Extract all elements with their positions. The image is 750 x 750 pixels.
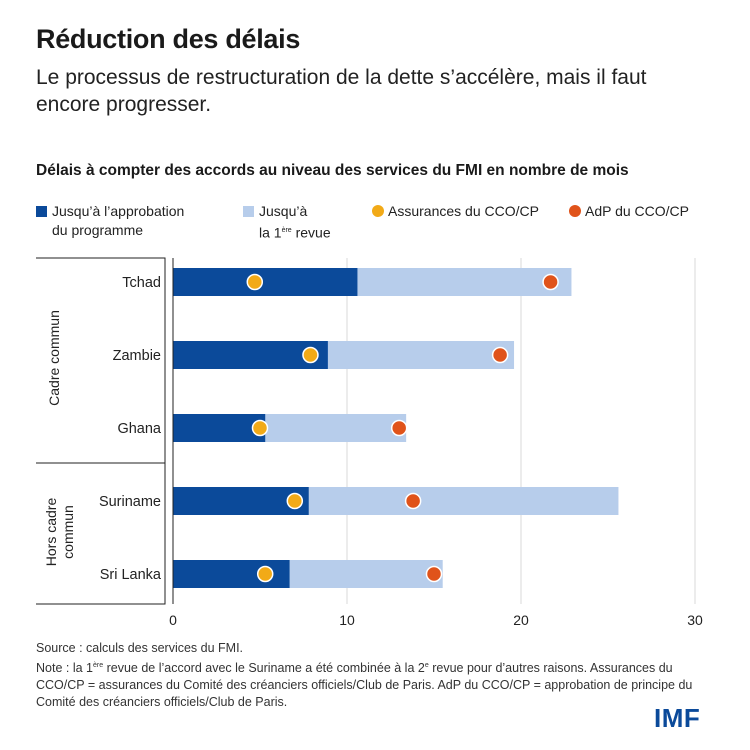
group-label-hors-cadre-2: commun xyxy=(60,505,76,559)
category-label-4: Sri Lanka xyxy=(100,567,162,583)
group-label-hors-cadre-1: Hors cadre xyxy=(43,498,59,567)
legend-swatch-approval xyxy=(36,206,47,217)
category-label-2: Ghana xyxy=(117,421,161,437)
legend-label-assurances: Assurances du CCO/CP xyxy=(388,203,539,219)
dot-assurances-4 xyxy=(256,565,274,583)
dot-assurances-3 xyxy=(286,492,304,510)
legend-swatch-first-review xyxy=(243,206,254,217)
dot-adp-3 xyxy=(404,492,422,510)
group-label-cadre-commun: Cadre commun xyxy=(46,310,62,406)
x-tick-label-0: 0 xyxy=(169,612,177,628)
dot-adp-4 xyxy=(425,565,443,583)
category-label-1: Zambie xyxy=(113,348,161,364)
x-tick-label-20: 20 xyxy=(513,612,529,628)
footer-notes: Source : calculs des services du FMI. No… xyxy=(36,640,716,711)
legend-label-first-review-1: Jusqu’à xyxy=(259,203,308,219)
dot-adp-2 xyxy=(390,419,408,437)
page-subtitle: Le processus de restructuration de la de… xyxy=(36,66,647,116)
x-tick-label-10: 10 xyxy=(339,612,355,628)
note-text: Note : la 1ère revue de l’accord avec le… xyxy=(36,661,693,710)
category-label-3: Suriname xyxy=(99,494,161,510)
dot-assurances-2 xyxy=(251,419,269,437)
legend-label-adp: AdP du CCO/CP xyxy=(585,203,690,219)
bar-approval-0 xyxy=(173,268,358,296)
legend-label-approval-1: Jusqu’à l’approbation xyxy=(52,203,185,219)
legend-label-approval-2: du programme xyxy=(52,222,144,238)
chart-title: Délais à compter des accords au niveau d… xyxy=(36,162,629,179)
imf-logo: IMF xyxy=(654,703,701,733)
page-title: Réduction des délais xyxy=(36,24,301,54)
group-bracket-hors-cadre xyxy=(36,462,166,605)
legend-dot-adp xyxy=(569,205,581,217)
dot-assurances-0 xyxy=(246,273,264,291)
bar-approval-2 xyxy=(173,414,266,442)
source-text: Source : calculs des services du FMI. xyxy=(36,641,244,655)
legend-label-first-review-2: la 1ère revue xyxy=(259,224,331,241)
dot-adp-0 xyxy=(542,273,559,291)
x-tick-label-30: 30 xyxy=(687,612,703,628)
category-label-0: Tchad xyxy=(122,275,161,291)
bar-approval-1 xyxy=(173,341,328,369)
dot-adp-1 xyxy=(491,346,509,364)
dot-assurances-1 xyxy=(302,346,319,364)
legend-dot-assurances xyxy=(372,205,384,217)
bar-approval-3 xyxy=(173,487,309,515)
